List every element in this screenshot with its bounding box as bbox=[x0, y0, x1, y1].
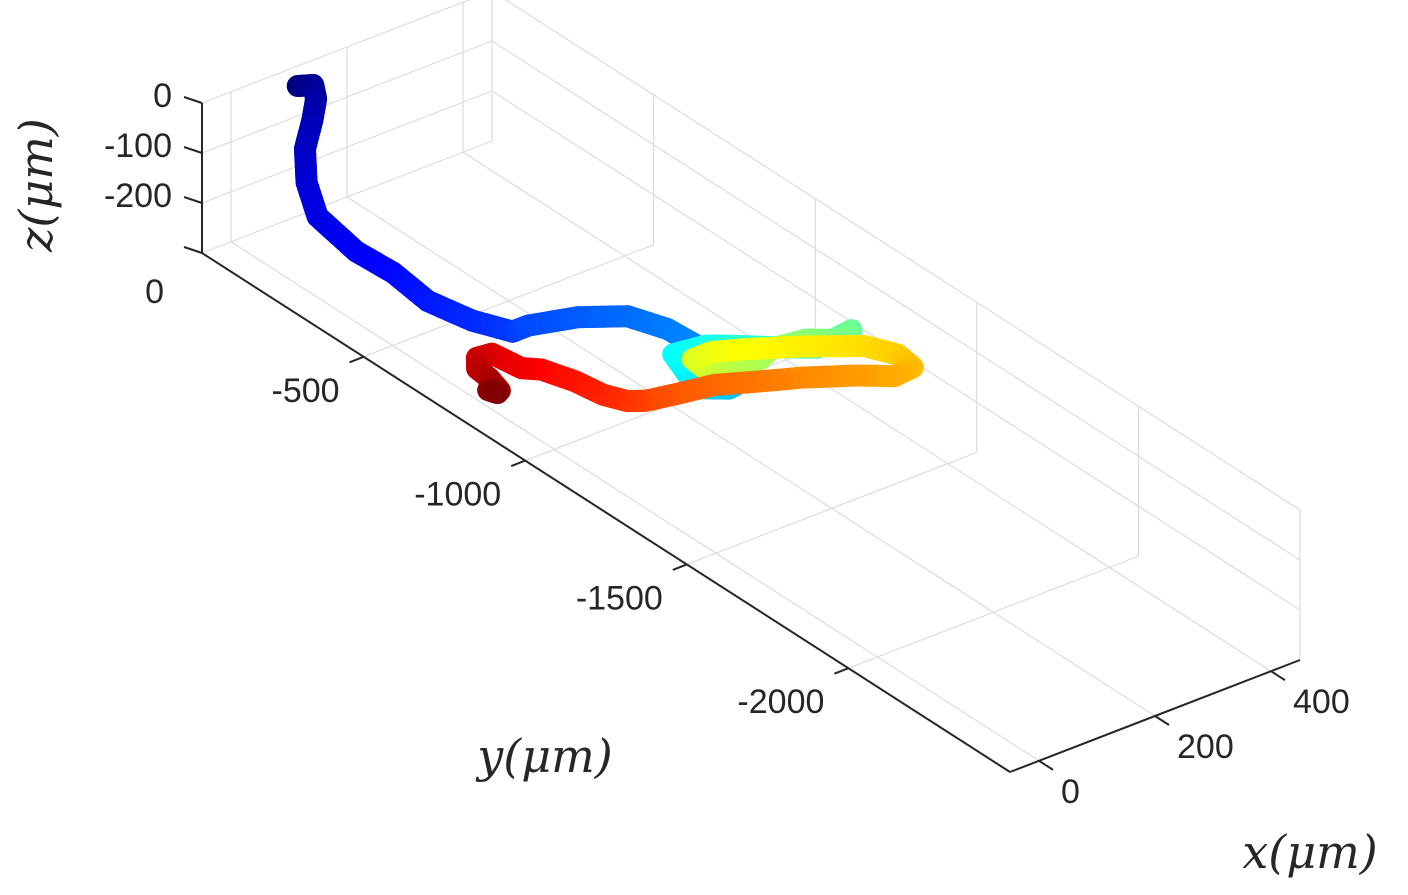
z-axis-tick bbox=[183, 196, 203, 204]
z-floor-tick-label: 0 bbox=[145, 273, 164, 311]
y-tick-label: -1500 bbox=[576, 579, 663, 617]
z-tick-label: 0 bbox=[153, 77, 172, 115]
floor-grid-line-x bbox=[346, 196, 1156, 717]
y-tick-label: -500 bbox=[272, 372, 340, 410]
z-axis-label: z(μm) bbox=[9, 118, 63, 253]
x-tick-label: 200 bbox=[1177, 728, 1234, 766]
y-axis-tick bbox=[510, 459, 526, 468]
x-axis-tick bbox=[1154, 715, 1170, 726]
trajectory-segment bbox=[485, 381, 509, 405]
y-axis-tick bbox=[349, 355, 364, 364]
y-axis-label: y(μm) bbox=[475, 729, 612, 783]
y-axis-tick bbox=[834, 667, 849, 675]
x-tick-label: 0 bbox=[1061, 773, 1080, 811]
x-axis-label: x(μm) bbox=[1242, 825, 1377, 879]
z-axis-floor-tick bbox=[183, 246, 203, 254]
end-wall-grid-line-z bbox=[201, 90, 493, 204]
end-wall-grid-line-z bbox=[201, 40, 493, 154]
floor-grid-line-x bbox=[230, 241, 1040, 762]
floor-grid-line-x bbox=[462, 151, 1272, 672]
z-axis-tick bbox=[183, 146, 203, 154]
z-axis-tick bbox=[183, 96, 203, 104]
back-wall-grid-line-z bbox=[504, 0, 1301, 511]
x-axis-tick bbox=[1270, 670, 1286, 682]
x-axis-tick bbox=[1038, 759, 1054, 771]
x-tick-label: 400 bbox=[1293, 683, 1350, 721]
y-axis-tick bbox=[672, 563, 688, 571]
trajectory-layer bbox=[286, 74, 924, 413]
axes-layer bbox=[183, 96, 1301, 773]
back-wall-grid-line-z bbox=[491, 40, 1301, 561]
y-axis-line bbox=[201, 252, 1011, 773]
y-tick-label: -2000 bbox=[737, 683, 824, 721]
end-wall-grid-line-z bbox=[201, 0, 471, 104]
z-tick-label: -200 bbox=[104, 177, 172, 215]
y-tick-label: -1000 bbox=[414, 476, 501, 514]
z-tick-label: -100 bbox=[104, 127, 172, 165]
